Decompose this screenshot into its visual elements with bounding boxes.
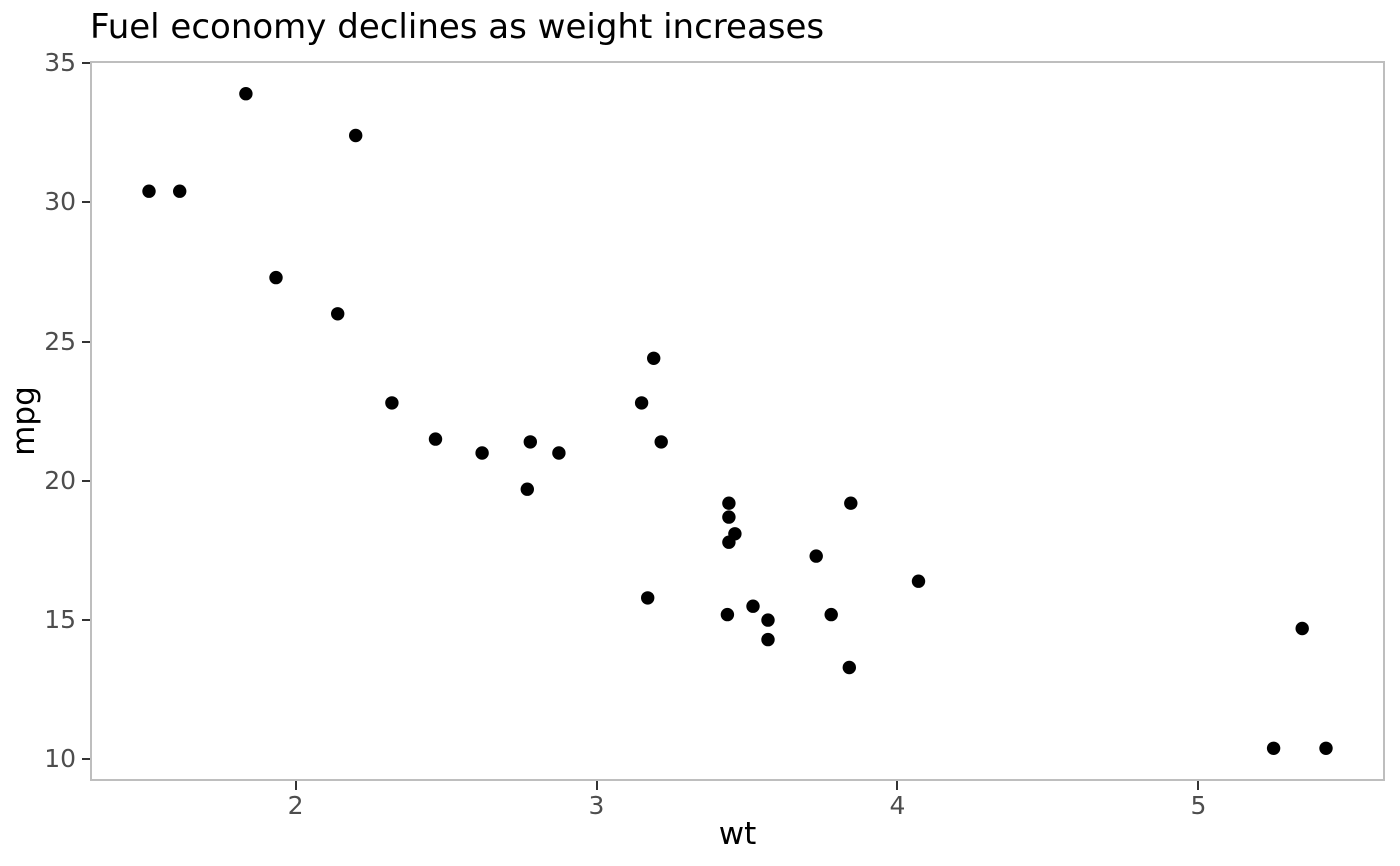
data-point [428, 432, 443, 446]
data-point [809, 549, 823, 563]
data-point [349, 128, 363, 143]
data-point [142, 184, 156, 198]
plot-panel [90, 61, 1385, 781]
data-point [239, 87, 253, 101]
data-point [911, 574, 926, 588]
y-axis-tick-label: 10 [44, 744, 76, 774]
data-point [722, 510, 736, 524]
data-point [842, 660, 856, 675]
x-axis-tick-label: 3 [588, 791, 605, 820]
y-axis-tick-mark [82, 201, 90, 204]
data-point [746, 599, 760, 613]
data-point [1266, 741, 1281, 755]
data-point [647, 351, 661, 365]
data-point [269, 270, 283, 285]
data-point [720, 607, 735, 622]
data-point [173, 184, 187, 198]
data-point [475, 446, 489, 460]
data-point [552, 446, 566, 460]
x-axis-title: wt [718, 816, 757, 852]
y-axis-tick-label: 15 [44, 605, 76, 635]
x-axis-tick-mark [1197, 781, 1200, 790]
y-axis-tick-mark [82, 479, 90, 482]
x-axis-tick-mark [294, 781, 297, 790]
y-axis-tick-mark [82, 619, 90, 622]
data-point [385, 396, 399, 410]
data-point [761, 632, 775, 647]
y-axis-tick-mark [82, 340, 90, 343]
y-axis-tick-mark [82, 62, 90, 65]
y-axis-tick-label: 30 [44, 187, 76, 217]
data-point [722, 496, 736, 510]
data-point [1319, 741, 1333, 755]
x-axis-tick-mark [896, 781, 899, 790]
data-point [824, 607, 838, 622]
y-axis-tick-label: 25 [44, 326, 76, 356]
y-axis-title: mpg [6, 386, 42, 456]
y-axis-tick-label: 35 [44, 48, 76, 78]
data-point [641, 591, 655, 605]
y-axis-tick-mark [82, 758, 90, 761]
x-axis-tick-label: 2 [287, 791, 304, 820]
x-axis-tick-label: 4 [889, 791, 906, 820]
data-point [331, 307, 345, 321]
chart-title: Fuel economy declines as weight increase… [90, 7, 825, 47]
data-point [761, 613, 775, 627]
data-point [634, 396, 649, 410]
x-axis-tick-mark [595, 781, 598, 790]
data-point [523, 435, 537, 449]
data-point [722, 535, 736, 549]
x-axis-tick-label: 5 [1190, 791, 1207, 820]
y-axis-tick-label: 20 [44, 465, 76, 495]
data-point [844, 496, 858, 510]
data-point [520, 482, 534, 496]
data-point [654, 435, 668, 449]
data-point [1295, 621, 1309, 636]
